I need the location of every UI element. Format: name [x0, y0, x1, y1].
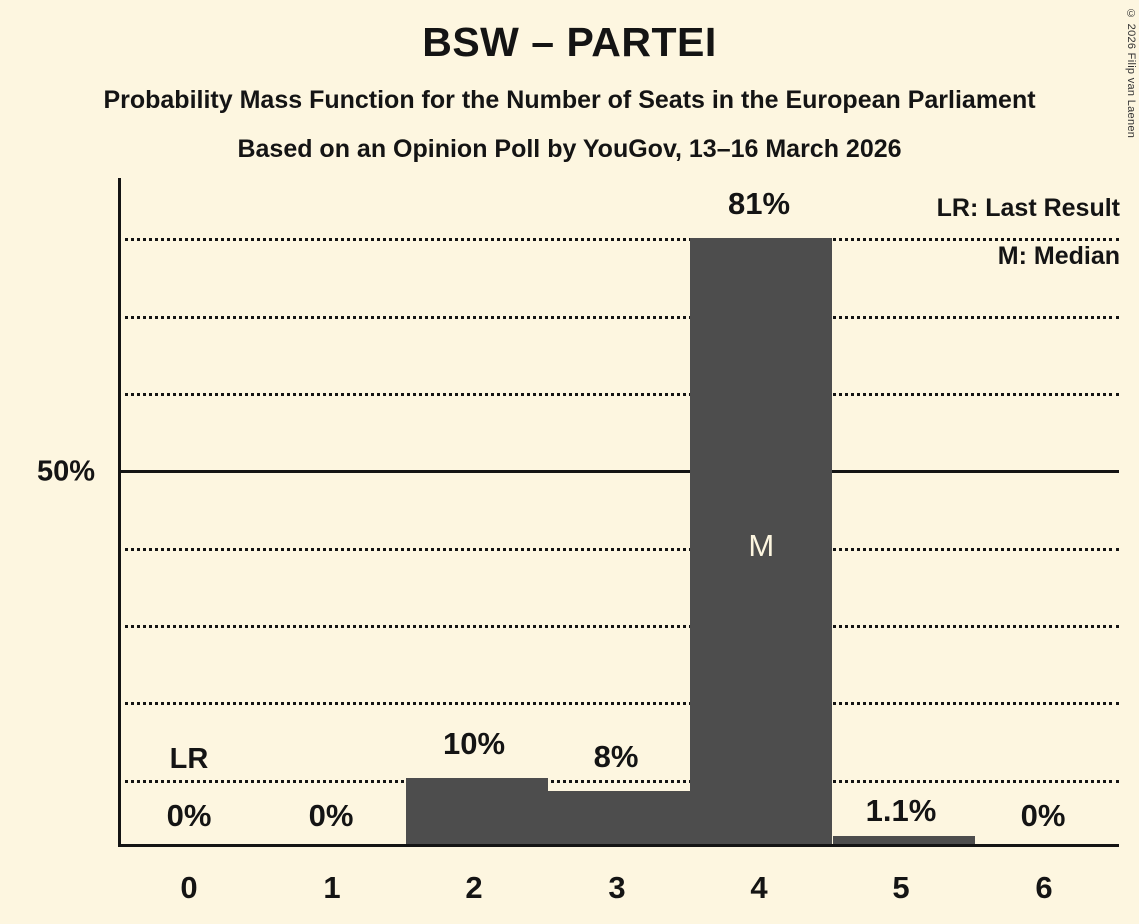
x-tick-label-1: 1 [323, 870, 341, 905]
gridline-20 [118, 702, 1119, 706]
x-tick-label-2: 2 [465, 870, 483, 905]
gridline-50-major [118, 470, 1119, 474]
chart-title: BSW – PARTEI [422, 19, 717, 65]
x-axis-line [118, 844, 1119, 847]
bar-4[interactable]: M [690, 238, 833, 844]
bar-value-0: 0% [166, 798, 212, 833]
bar-value-6: 0% [1020, 798, 1066, 833]
legend-item-median: M: Median [997, 242, 1120, 270]
gridline-70 [118, 315, 1119, 319]
x-tick-label-6: 6 [1035, 870, 1053, 905]
x-tick-label-0: 0 [180, 870, 198, 905]
bar-value-4: 81% [727, 186, 791, 221]
gridline-40 [118, 547, 1119, 551]
gridline-60 [118, 393, 1119, 396]
gridline-80 [118, 238, 1119, 242]
legend-item-last-result: LR: Last Result [936, 194, 1120, 222]
bar-5[interactable] [832, 835, 975, 844]
chart-subtitle-primary: Probability Mass Function for the Number… [103, 86, 1036, 114]
gridline-30 [118, 624, 1119, 628]
x-tick-label-5: 5 [892, 870, 910, 905]
x-tick-label-3: 3 [608, 870, 626, 905]
median-marker: M [748, 528, 775, 563]
chart-subtitle-source: Based on an Opinion Poll by YouGov, 13–1… [237, 135, 902, 163]
bar-value-2: 10% [442, 726, 506, 761]
bar-3[interactable] [547, 790, 691, 844]
copyright-notice: © 2026 Filip van Laenen [1125, 8, 1137, 139]
chart-legend: LR: Last Result M: Median [937, 184, 1120, 280]
y-tick-label-50: 50% [36, 455, 95, 488]
y-axis-line [118, 178, 121, 847]
bar-value-3: 8% [593, 739, 639, 774]
bar-2[interactable] [405, 777, 548, 844]
bar-value-1: 0% [308, 798, 354, 833]
gridline-10 [118, 779, 1119, 783]
plot-area: 50% M [37, 178, 1119, 847]
x-tick-label-4: 4 [750, 870, 768, 905]
last-result-marker: LR [169, 743, 209, 775]
bar-value-5: 1.1% [865, 793, 937, 828]
